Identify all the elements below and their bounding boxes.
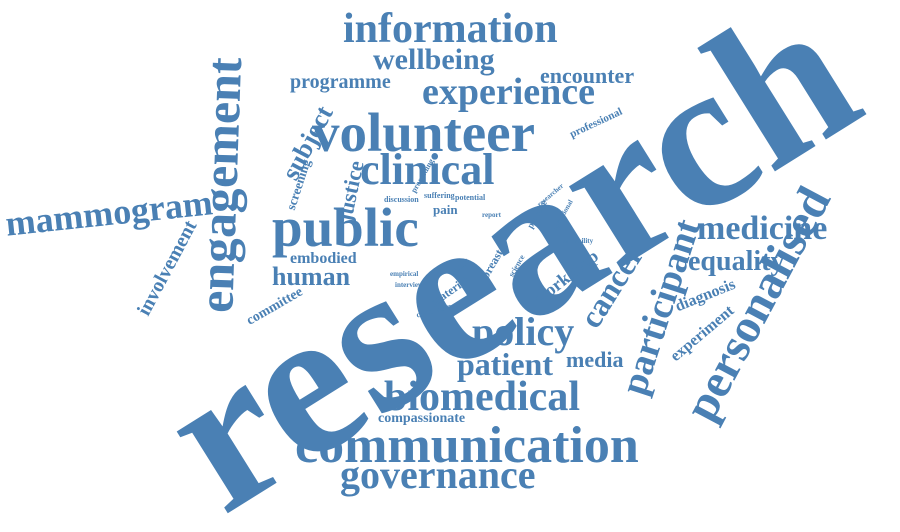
word-information: information	[343, 6, 558, 52]
word-encounter: encounter	[540, 63, 635, 88]
word-volunteer: volunteer	[312, 102, 536, 163]
word-policy: policy	[472, 309, 575, 354]
word-patient: patient	[457, 346, 553, 382]
word-empirical: empirical	[390, 270, 419, 278]
word-compassionate: compassionate	[378, 411, 466, 426]
word-pain: pain	[433, 202, 458, 217]
word-media: media	[566, 347, 624, 372]
word-clinical: clinical	[360, 145, 495, 194]
word-experience: experience	[422, 71, 596, 113]
word-programme: programme	[290, 71, 391, 93]
word-communication: communication	[295, 417, 639, 474]
word-embodied: embodied	[290, 250, 357, 267]
word-discussion: discussion	[384, 195, 419, 204]
word-equality: equality	[688, 246, 785, 277]
word-wellbeing: wellbeing	[373, 43, 495, 76]
word-suffering: suffering	[424, 191, 455, 200]
word-biomedical: biomedical	[384, 374, 580, 420]
word-interview: interview	[395, 281, 423, 289]
word-public: public	[272, 197, 419, 258]
word-potential: potential	[455, 193, 486, 202]
word-report: report	[482, 211, 501, 219]
word-governance: governance	[340, 452, 536, 497]
word-human: human	[272, 262, 351, 291]
word-medicine: medicine	[697, 210, 828, 247]
word-variability: variability	[562, 237, 594, 245]
